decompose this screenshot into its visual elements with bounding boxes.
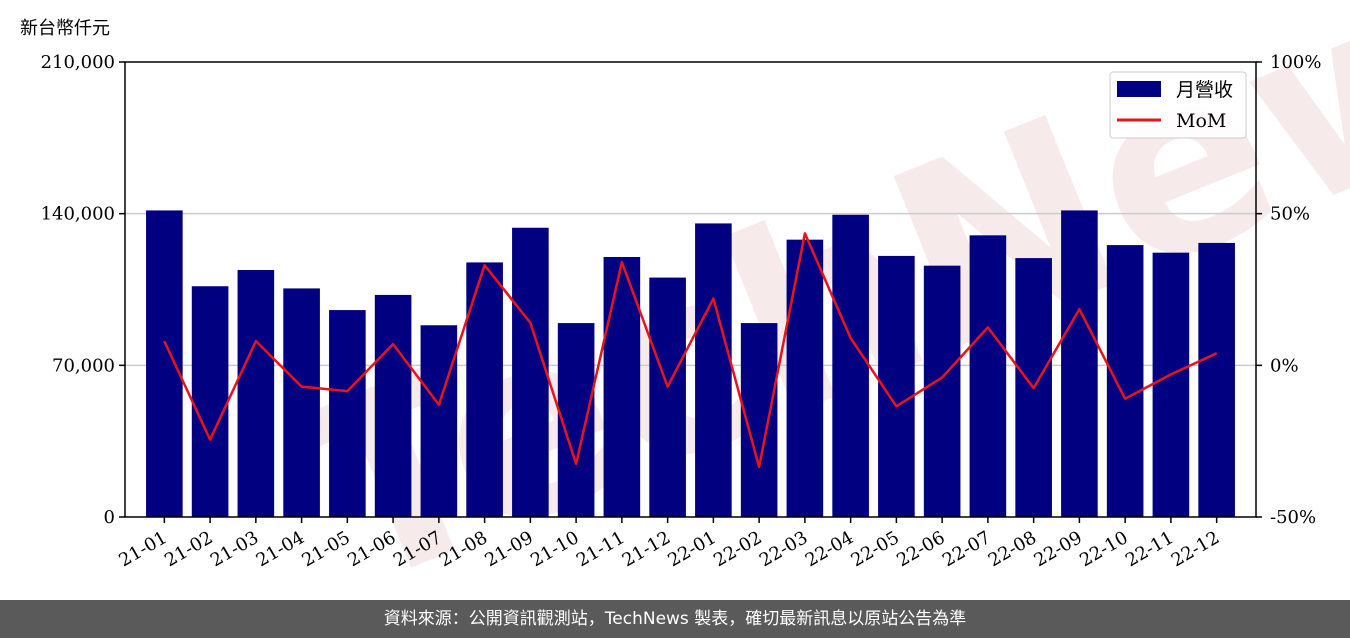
bar-21-06 [374, 294, 412, 517]
x-tick-label: 21-04 [253, 527, 308, 571]
legend: 月營收 MoM [1109, 71, 1247, 139]
x-tick-label: 22-07 [939, 527, 994, 571]
x-tick-label: 21-02 [161, 527, 216, 571]
x-tick-label: 22-08 [985, 527, 1040, 571]
x-tick-label: 21-01 [115, 527, 170, 571]
x-tick-label: 22-03 [756, 527, 811, 571]
x-tick-label: 22-06 [893, 527, 948, 571]
source-footer: 資料來源：公開資訊觀測站，TechNews 製表，確切最新訊息以原站公告為準 [0, 600, 1350, 638]
legend-label-revenue: 月營收 [1176, 79, 1233, 101]
x-tick-label: 22-01 [664, 527, 719, 571]
y-left-tick-label: 70,000 [52, 355, 115, 376]
x-tick-label: 22-04 [802, 527, 857, 571]
line-series [163, 232, 1218, 469]
bar-22-11 [1152, 252, 1190, 517]
y-left-tick-label: 0 [104, 507, 115, 528]
bar-22-04 [832, 214, 869, 517]
x-tick-label: 22-05 [847, 527, 902, 571]
bar-21-04 [283, 288, 320, 517]
bar-22-09 [1061, 210, 1098, 517]
bar-21-03 [237, 270, 275, 517]
bar-21-09 [512, 227, 549, 517]
y-axis-right: -50% 0% 50% 100% [1256, 52, 1321, 528]
x-tick-label: 22-02 [710, 527, 765, 571]
y-left-tick-label: 140,000 [41, 204, 115, 225]
mom-line [163, 232, 1218, 469]
x-tick-label: 22-11 [1122, 527, 1177, 571]
x-tick-label: 21-03 [207, 527, 262, 571]
y-right-tick-label: -50% [1270, 507, 1316, 528]
y-right-tick-label: 0% [1270, 355, 1299, 376]
y-left-unit-label: 新台幣仟元 [20, 18, 110, 39]
bar-21-11 [603, 257, 641, 517]
bar-series [146, 210, 1235, 518]
bar-21-01 [146, 210, 183, 517]
bar-22-06 [923, 265, 961, 517]
bar-22-12 [1198, 242, 1235, 517]
x-tick-label: 22-09 [1030, 527, 1085, 571]
bar-21-05 [329, 310, 366, 517]
y-left-tick-label: 210,000 [41, 52, 115, 73]
bar-21-12 [649, 277, 686, 517]
plot-frame [124, 61, 1257, 518]
legend-label-mom: MoM [1176, 110, 1226, 132]
legend-bar-swatch [1117, 81, 1161, 97]
bar-22-10 [1106, 245, 1144, 518]
bar-22-07 [969, 235, 1007, 518]
bar-21-07 [420, 325, 458, 517]
y-right-tick-label: 50% [1270, 204, 1310, 225]
bar-21-02 [191, 286, 229, 517]
bar-22-01 [695, 223, 732, 517]
x-tick-label: 22-12 [1168, 527, 1223, 571]
bar-21-10 [557, 323, 595, 517]
y-axis-left: 0 70,000 140,000 210,000 [41, 52, 125, 528]
bar-22-03 [786, 239, 824, 517]
x-tick-label: 22-10 [1076, 527, 1131, 571]
y-right-tick-label: 100% [1270, 52, 1321, 73]
